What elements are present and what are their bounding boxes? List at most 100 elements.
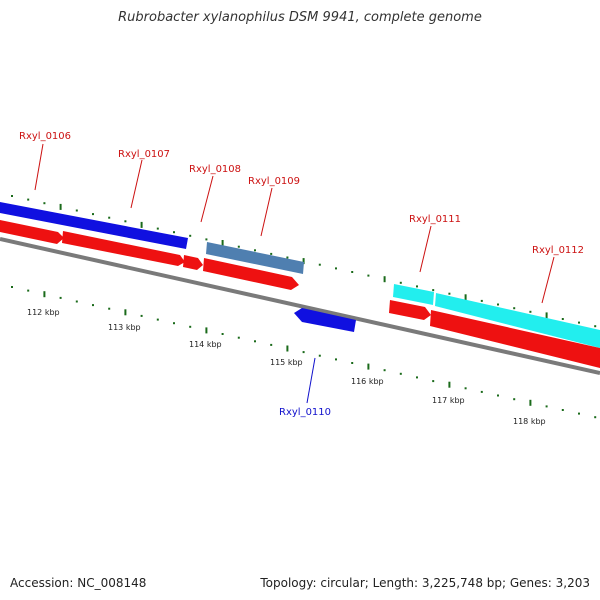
lower-minor-tick [335,358,337,361]
kbp-label-115: 115 kbp [270,358,303,367]
lower-minor-tick [173,322,175,325]
upper-minor-tick [561,318,564,320]
lower-minor-tick [140,314,143,317]
lower-major-tick [448,381,451,388]
upper-minor-tick [529,310,532,313]
lower-minor-tick [318,354,321,357]
lower-minor-tick [497,394,499,397]
cds-arrow-5[interactable] [389,300,431,320]
cds-arrow-6[interactable] [430,310,600,368]
lower-minor-tick [75,300,78,303]
gene-label-rxyl-0106[interactable]: Rxyl_0106 [19,131,71,142]
gene-label-rxyl-0108[interactable]: Rxyl_0108 [189,164,241,175]
cds-arrow-3[interactable] [183,255,203,270]
gene-block-rxyl-0111-a[interactable] [393,284,434,305]
callout-line-rxyl-0109 [260,187,273,237]
lower-minor-tick [270,343,273,346]
callout-line-rxyl-0111 [419,225,432,273]
upper-major-tick [221,240,224,246]
upper-minor-tick [156,227,159,230]
upper-minor-tick [11,195,13,197]
lower-minor-tick [578,412,580,415]
lower-minor-tick [302,351,305,354]
upper-minor-tick [399,281,402,284]
lower-minor-tick [92,304,94,307]
lower-minor-tick [432,380,435,383]
upper-minor-tick [75,209,78,212]
lower-major-tick [205,327,208,334]
lower-minor-tick [464,387,467,390]
upper-minor-tick [92,213,94,216]
upper-minor-tick [270,252,273,255]
gene-label-rxyl-0111[interactable]: Rxyl_0111 [409,214,461,225]
lower-minor-tick [237,336,240,339]
upper-minor-tick [432,289,435,292]
gene-label-rxyl-0109[interactable]: Rxyl_0109 [248,176,300,187]
upper-major-tick [383,276,386,283]
kbp-label-118: 118 kbp [513,417,546,426]
gene-arrow-rxyl-0110[interactable] [294,308,356,332]
upper-minor-tick [578,321,580,324]
lower-minor-tick [351,362,354,364]
kbp-label-113: 113 kbp [108,323,141,332]
lower-minor-tick [383,369,386,372]
upper-major-tick [140,221,143,228]
gene-label-rxyl-0107[interactable]: Rxyl_0107 [118,149,170,160]
gene-block-rxyl-0108[interactable] [206,242,304,274]
lower-major-tick [43,291,46,298]
upper-major-tick [464,294,467,301]
gene-label-rxyl-0112[interactable]: Rxyl_0112 [532,245,584,256]
genome-summary-text: Topology: circular; Length: 3,225,748 bp… [260,576,590,590]
callout-line-rxyl-0110 [306,357,316,404]
upper-minor-tick [254,249,256,252]
gene-block-rxyl-0111-b[interactable] [435,293,600,348]
map-title: Rubrobacter xylanophilus DSM 9941, compl… [118,10,482,25]
lower-minor-tick [513,398,516,401]
upper-minor-tick [497,303,499,306]
gene-label-rxyl-0110[interactable]: Rxyl_0110 [279,407,331,418]
upper-minor-tick [448,292,451,295]
kbp-label-114: 114 kbp [189,340,222,349]
callout-line-rxyl-0112 [541,256,555,304]
lower-minor-tick [59,296,62,299]
lower-minor-tick [27,289,30,292]
lower-major-tick [124,309,127,316]
lower-minor-tick [221,333,224,335]
lower-minor-tick [416,376,418,379]
upper-minor-tick [27,198,30,201]
lower-minor-tick [480,390,483,393]
lower-minor-tick [108,307,111,310]
upper-minor-tick [205,238,208,241]
upper-minor-tick [513,307,516,310]
upper-major-tick [545,312,548,319]
upper-minor-tick [108,216,111,219]
lower-major-tick [286,345,289,352]
cds-arrow-1[interactable] [0,220,64,244]
lower-major-tick [367,363,370,370]
callout-line-rxyl-0106 [34,143,44,191]
lower-minor-tick [594,416,597,419]
callout-line-rxyl-0107 [130,159,143,209]
upper-minor-tick [480,299,483,302]
lower-minor-tick [254,340,256,343]
accession-text: Accession: NC_008148 [10,576,147,590]
cds-arrow-4[interactable] [203,258,299,290]
upper-minor-tick [124,220,127,223]
upper-minor-tick [286,256,289,259]
upper-minor-tick [43,202,46,205]
genome-backbone [0,237,600,375]
upper-major-tick [302,258,305,265]
lower-major-tick [529,399,532,406]
upper-minor-tick [189,234,192,237]
upper-minor-tick [335,267,337,270]
upper-minor-tick [351,271,354,273]
cds-arrow-2[interactable] [62,231,185,266]
lower-minor-tick [561,409,564,411]
lower-minor-tick [156,318,159,321]
lower-minor-tick [399,372,402,375]
upper-major-tick [59,203,62,210]
gene-block-rxyl-0106[interactable] [0,202,188,249]
upper-minor-tick [416,285,418,288]
upper-minor-tick [367,274,370,277]
